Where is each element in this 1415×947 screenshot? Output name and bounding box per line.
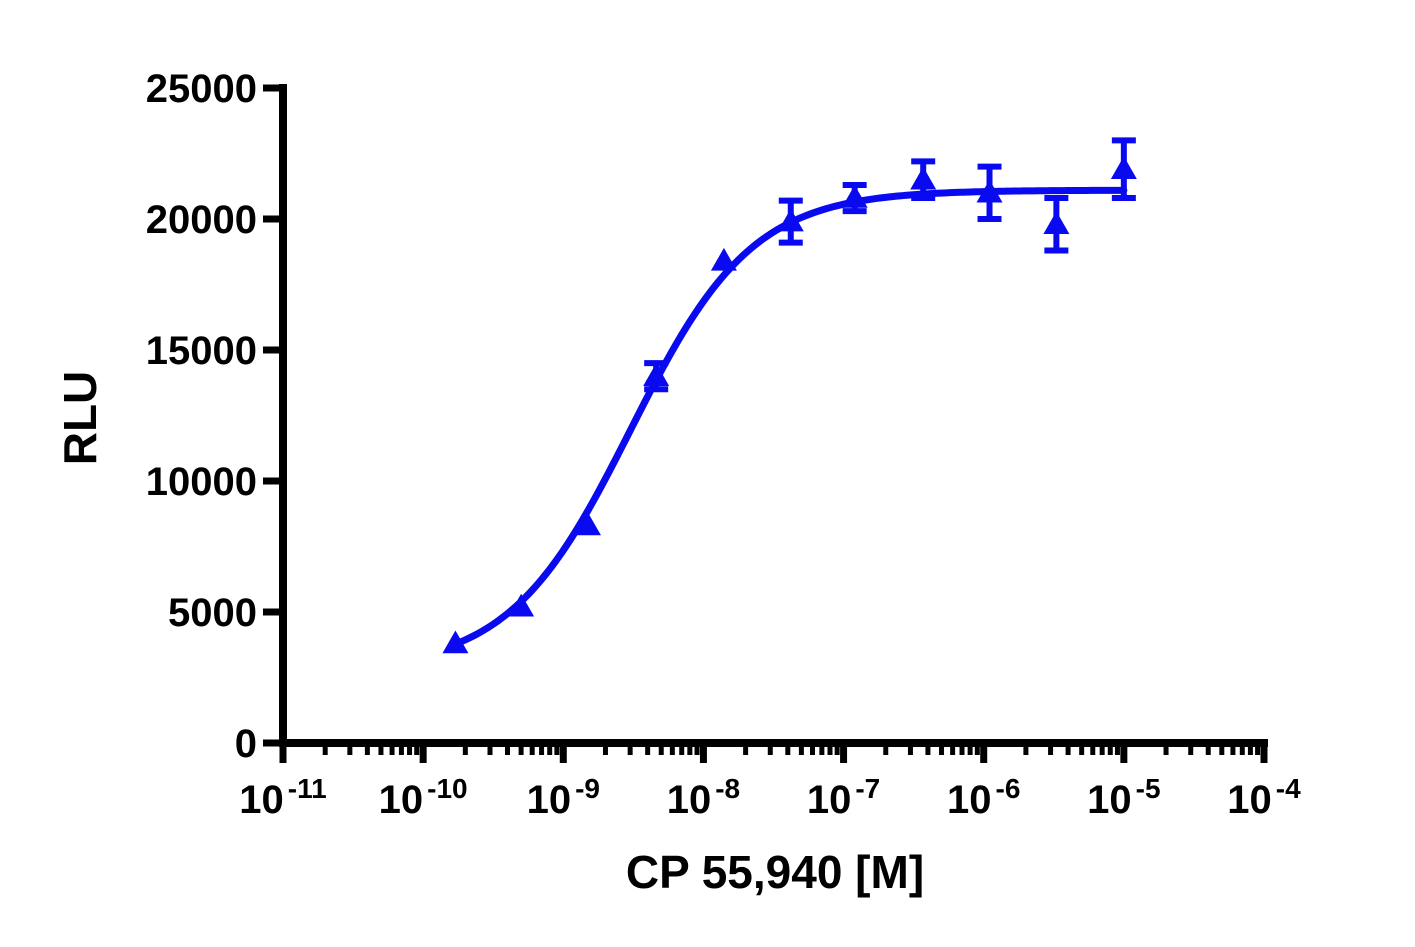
data-points	[442, 137, 1137, 654]
triangle-marker	[710, 247, 737, 271]
y-axis-title: RLU	[54, 371, 106, 466]
y-tick-label: 20000	[146, 198, 257, 242]
x-tick-label: 10 -6	[947, 773, 1020, 822]
fit-curve	[451, 186, 1128, 648]
x-tick-label: 10 -4	[1227, 773, 1301, 822]
x-tick-label: 10 -10	[379, 773, 468, 822]
y-tick-label: 25000	[146, 67, 257, 111]
triangle-marker	[910, 166, 937, 190]
y-tick-label: 0	[235, 722, 257, 766]
y-tick-label: 15000	[146, 329, 257, 373]
axes	[279, 84, 1268, 747]
fit-curve-group	[451, 186, 1128, 648]
triangle-marker	[777, 208, 804, 232]
y-ticks: 0 5000 10000 15000 20000 25000	[146, 67, 283, 766]
x-axis-title: CP 55,940 [M]	[626, 846, 924, 898]
x-tick-label: 10 -8	[667, 773, 740, 822]
triangle-marker	[1043, 211, 1070, 234]
triangle-marker	[841, 185, 868, 208]
x-tick-label: 10 -11	[239, 773, 326, 822]
triangle-marker	[442, 630, 469, 654]
y-tick-label: 5000	[168, 591, 257, 635]
x-tick-label: 10 -7	[807, 773, 880, 822]
triangle-marker	[1110, 156, 1137, 179]
triangle-marker	[508, 593, 535, 617]
x-tick-label: 10 -9	[527, 773, 600, 822]
triangle-marker	[643, 363, 670, 386]
y-tick-label: 10000	[146, 460, 257, 504]
x-tick-label: 10 -5	[1087, 773, 1160, 822]
x-ticks: 10 -11 10 -10 10 -9 10 -8 10 -7 10 -6 10 -5 10 -4	[239, 743, 1301, 822]
triangle-marker	[574, 512, 601, 536]
triangle-marker	[976, 179, 1003, 203]
